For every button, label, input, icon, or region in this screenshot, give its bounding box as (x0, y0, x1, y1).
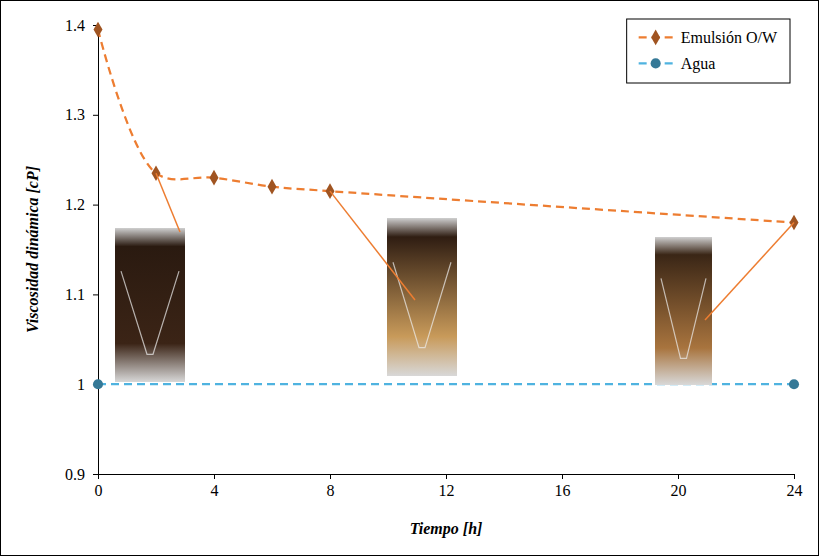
legend-item: Agua (639, 55, 716, 73)
y-tick: 1.3 (65, 106, 98, 123)
legend: Emulsión O/W Agua (627, 19, 790, 83)
x-tick: 8 (327, 474, 335, 499)
x-tick-mark (446, 474, 447, 479)
series-line (98, 29, 794, 222)
legend-label: Agua (681, 55, 716, 73)
x-tick: 24 (787, 474, 803, 499)
x-tick-label: 0 (95, 482, 103, 499)
y-tick-mark (93, 294, 98, 295)
series-marker (94, 22, 103, 38)
y-tick-label: 1.4 (65, 17, 85, 34)
funnel-outline (393, 262, 451, 347)
legend-item: Emulsión O/W (639, 29, 778, 46)
leader-line (705, 223, 794, 320)
legend-marker (651, 58, 661, 68)
y-tick-label: 1.2 (65, 196, 85, 213)
leader-line (330, 191, 415, 300)
funnel-outline (661, 278, 706, 358)
x-tick-label: 20 (671, 482, 687, 499)
x-tick-mark (330, 474, 331, 479)
photo (115, 228, 185, 382)
x-tick-mark (214, 474, 215, 479)
legend-label: Emulsión O/W (681, 29, 778, 46)
y-axis: 0.9 1 1.1 1.2 1.3 1.4 (65, 17, 99, 483)
y-tick: 1.1 (65, 286, 98, 303)
y-tick-mark (93, 205, 98, 206)
funnel-outline (121, 271, 179, 354)
x-axis: 0 4 8 12 16 20 24 (95, 474, 803, 499)
photo (655, 237, 712, 385)
photo (387, 218, 457, 376)
y-tick-label: 1.3 (65, 106, 85, 123)
leader-line (156, 173, 180, 232)
x-axis-title: Tiempo [h] (410, 520, 483, 538)
y-tick: 1.4 (65, 17, 98, 34)
x-tick-label: 8 (327, 482, 335, 499)
series-marker (210, 170, 219, 186)
legend-marker (651, 30, 660, 46)
x-tick-mark (678, 474, 679, 479)
x-tick: 16 (555, 474, 571, 499)
y-tick-label: 1 (77, 376, 85, 393)
photos (115, 173, 794, 385)
series-marker (93, 379, 103, 389)
y-tick: 0.9 (65, 466, 98, 483)
x-tick: 0 (95, 474, 103, 499)
legend-box (627, 19, 790, 83)
x-tick: 12 (439, 474, 455, 499)
y-axis-title: Viscosidad dinámica [cP] (24, 166, 41, 333)
series-marker (268, 179, 277, 195)
series-marker (789, 379, 799, 389)
x-axis-line (99, 475, 795, 480)
x-tick-label: 4 (211, 482, 219, 499)
x-tick-mark (794, 474, 795, 479)
y-tick-mark (93, 474, 98, 475)
y-tick-mark (93, 115, 98, 116)
y-tick-label: 0.9 (65, 466, 85, 483)
x-tick-mark (562, 474, 563, 479)
y-tick: 1.2 (65, 196, 98, 213)
x-tick-label: 16 (555, 482, 571, 499)
plot: 0 4 8 12 16 20 24 0.9 1 1.1 1.2 1.3 1.4 (65, 17, 803, 500)
x-tick: 20 (671, 474, 687, 499)
frame (1, 1, 819, 556)
y-tick-label: 1.1 (65, 286, 85, 303)
x-tick-label: 12 (439, 482, 455, 499)
y-axis-line (93, 26, 99, 475)
x-tick-label: 24 (787, 482, 803, 499)
chart: 0 4 8 12 16 20 24 0.9 1 1.1 1.2 1.3 1.4 Tiempo [h] Vis… (0, 0, 819, 556)
x-tick: 4 (211, 474, 219, 499)
